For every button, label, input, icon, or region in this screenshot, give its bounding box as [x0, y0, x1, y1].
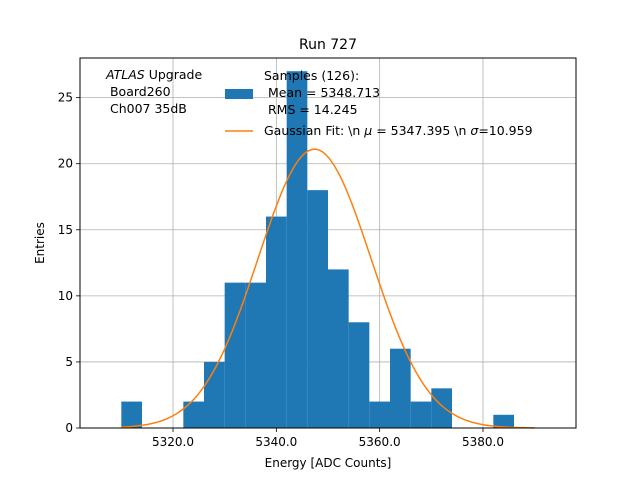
gaussian-fit-curve	[121, 148, 535, 429]
upgrade-label: Upgrade	[145, 67, 203, 82]
x-tick-label: 5320.0	[152, 435, 194, 449]
histogram-bar	[286, 71, 308, 428]
channel-label: Ch007 35dB	[106, 101, 187, 116]
legend-hist-swatch	[225, 89, 253, 99]
histogram-bar	[348, 322, 370, 428]
atlas-label: ATLAS	[105, 67, 145, 82]
legend-hist-line3: RMS = 14.245	[264, 102, 358, 117]
histogram-bar	[493, 414, 514, 428]
y-axis-ticks: 0 5 10 15 20 25	[58, 91, 80, 435]
board-label: Board260	[106, 84, 171, 99]
atlas-annotation: ATLAS Upgrade Board260 Ch007 35dB	[105, 67, 202, 116]
legend-fit-label: Gaussian Fit: \n μ = 5347.395 \n σ=10.95…	[264, 123, 533, 138]
chart-title: Run 727	[299, 37, 357, 53]
y-tick-label: 20	[58, 157, 73, 171]
x-tick-label: 5380.0	[462, 435, 504, 449]
y-tick-label: 15	[58, 223, 73, 237]
legend: Samples (126): Mean = 5348.713 RMS = 14.…	[225, 68, 533, 138]
y-axis-label: Entries	[33, 222, 47, 264]
plot-frame	[79, 57, 577, 429]
histogram-bar	[369, 401, 390, 428]
y-tick-label: 5	[65, 355, 73, 369]
histogram-bars	[121, 71, 514, 428]
y-tick-label: 0	[65, 421, 73, 435]
x-axis-ticks: 5320.0 5340.0 5360.0 5380.0	[152, 428, 504, 449]
x-tick-label: 5340.0	[255, 435, 297, 449]
histogram-bar	[328, 269, 349, 428]
legend-hist-line2: Mean = 5348.713	[264, 85, 380, 100]
x-axis-label: Energy [ADC Counts]	[265, 456, 392, 470]
y-tick-label: 10	[58, 289, 73, 303]
histogram-bar	[245, 282, 266, 428]
histogram-bar	[266, 216, 287, 428]
histogram-bar	[307, 190, 328, 428]
x-tick-label: 5360.0	[359, 435, 401, 449]
y-tick-label: 25	[58, 91, 73, 105]
histogram-bar	[204, 361, 225, 428]
histogram-bar	[183, 401, 204, 428]
histogram-bar	[390, 348, 411, 428]
legend-hist-line1: Samples (126):	[264, 68, 359, 83]
histogram-bar	[431, 388, 452, 428]
histogram-bar	[121, 401, 142, 428]
histogram-bar	[224, 282, 246, 428]
svg-text:ATLAS Upgrade: ATLAS Upgrade	[105, 67, 202, 82]
histogram-bar	[410, 401, 432, 428]
